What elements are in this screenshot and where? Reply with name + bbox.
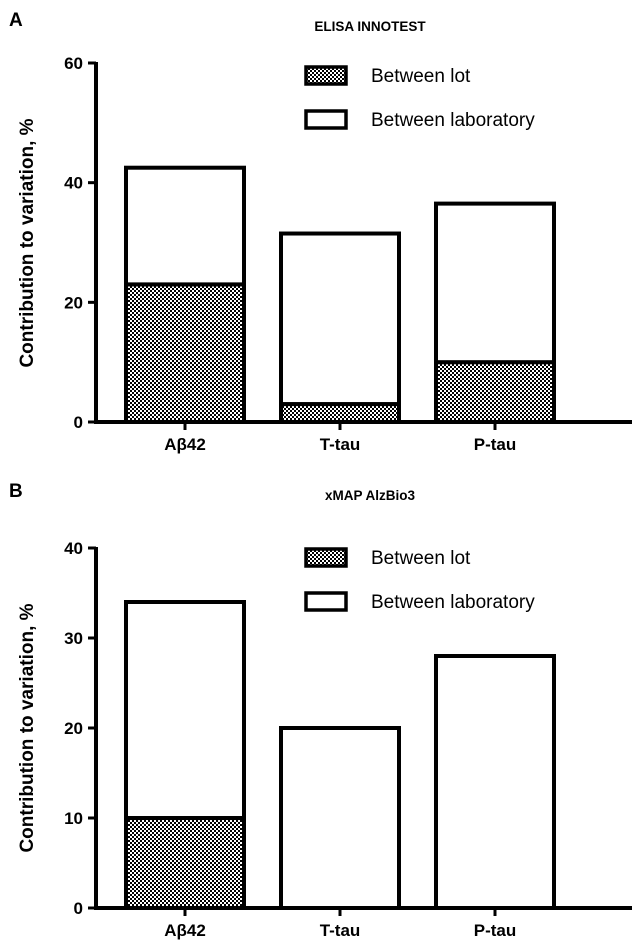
chart-title: xMAP AlzBio3: [325, 488, 416, 503]
legend-label-between-lot: Between lot: [371, 548, 471, 569]
bar-between-lot: [279, 402, 401, 424]
bar-between-laboratory: [279, 231, 401, 407]
chart-title: ELISA INNOTEST: [314, 19, 426, 34]
legend-swatch-between-laboratory: [304, 109, 348, 130]
y-tick-label: 40: [64, 174, 83, 193]
x-tick-label: P-tau: [474, 435, 517, 454]
x-tick-label: Aβ42: [164, 921, 206, 940]
legend-label-between-laboratory: Between laboratory: [371, 592, 535, 613]
bar-between-laboratory: [434, 201, 556, 365]
y-axis-label: Contribution to variation, %: [17, 118, 38, 367]
y-tick-label: 30: [64, 629, 83, 648]
bar-between-lot: [124, 282, 246, 424]
legend-label-between-laboratory: Between laboratory: [371, 110, 535, 131]
x-tick-label: P-tau: [474, 921, 517, 940]
y-tick-label: 0: [74, 413, 83, 432]
y-tick-label: 20: [64, 719, 83, 738]
panel-letter: A: [9, 10, 23, 31]
legend-label-between-lot: Between lot: [371, 66, 471, 87]
y-tick-label: 40: [64, 539, 83, 558]
bar-between-lot: [124, 816, 246, 910]
y-tick-label: 10: [64, 809, 83, 828]
x-tick-label: Aβ42: [164, 435, 206, 454]
bar-between-laboratory: [124, 165, 246, 287]
y-tick-label: 0: [74, 899, 83, 918]
bar-between-laboratory: [124, 600, 246, 820]
panel-letter: B: [9, 481, 23, 502]
x-tick-label: T-tau: [320, 435, 361, 454]
bar-between-laboratory: [434, 654, 556, 910]
bar-between-lot: [434, 360, 556, 424]
x-tick-label: T-tau: [320, 921, 361, 940]
y-tick-label: 20: [64, 293, 83, 312]
chart-panel-a: A ELISA INNOTEST Contribution to variation…: [9, 10, 632, 454]
bar-between-laboratory: [279, 726, 401, 910]
y-axis-label: Contribution to variation, %: [17, 603, 38, 852]
legend-swatch-between-lot: [304, 65, 348, 86]
legend-swatch-between-lot: [304, 547, 348, 568]
y-tick-label: 60: [64, 54, 83, 73]
legend-swatch-between-laboratory: [304, 591, 348, 612]
